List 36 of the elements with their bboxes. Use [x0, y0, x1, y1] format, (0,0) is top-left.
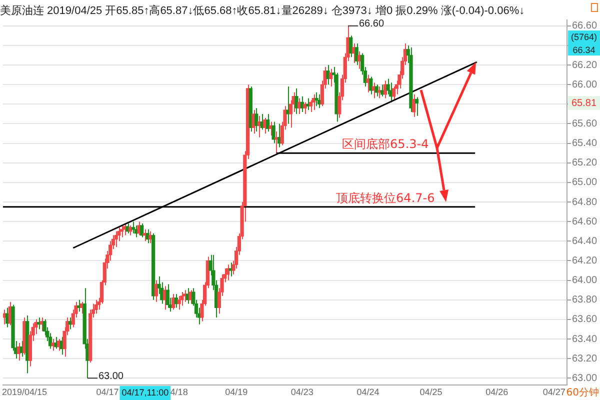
y-tick-label: 63.00 — [572, 372, 598, 384]
y-tick-label: 65.60 — [572, 118, 598, 130]
text: 60分钟 — [566, 386, 599, 399]
ref-line-label: 区间底部65.3-4 — [342, 137, 429, 152]
y-tick-label: 65.40 — [572, 138, 598, 150]
y-tick-label: 64.00 — [572, 275, 598, 286]
x-tick-label: 04/24 — [356, 386, 380, 397]
chart-title: 美原油连 2019/04/25 开65.85↑高65.87↓低65.68↑收65.81↓量26289↓ 仓3973↓ 增0 振0.29% 涨(-0.04)-0.06%↓ — [0, 4, 525, 18]
y-tick-label: 66.60 — [572, 20, 598, 32]
y-tick-label: 66.00 — [572, 79, 598, 90]
text: 04/17,11:00 — [122, 387, 169, 398]
y-tick-label: 66.20 — [572, 60, 598, 71]
ref-line-label: 顶底转换位64.7-6 — [336, 191, 435, 206]
y-tick-label: 64.40 — [572, 236, 598, 247]
y-tick-label: 64.60 — [572, 216, 598, 228]
y-tick-label: 64.20 — [572, 255, 598, 266]
annotation: 66.60 — [358, 18, 384, 30]
y-tick-label: 65.20 — [572, 158, 598, 169]
text: (5764) — [570, 32, 598, 42]
y-tick-label: 63.40 — [572, 334, 598, 345]
x-tick-label: 04/26 — [486, 386, 508, 397]
x-tick-label: 04/23 — [290, 386, 314, 397]
y-tick-label: 63.60 — [572, 314, 598, 326]
text: 66.34 — [572, 44, 596, 55]
x-tick-label: 04/19 — [225, 386, 248, 397]
x-tick-label: 4/18 — [170, 386, 188, 397]
annotation: 63.00 — [98, 370, 124, 382]
y-tick-label: 64.80 — [572, 196, 598, 208]
x-tick-label: 04/17 — [96, 386, 119, 397]
y-tick-label: 63.80 — [572, 294, 598, 306]
y-tick-label: 65.00 — [572, 177, 598, 188]
x-tick-label: 2019/04/15 — [2, 386, 47, 397]
y-tick-label: 63.20 — [572, 353, 598, 364]
x-tick-label: 04/27 — [542, 386, 566, 397]
x-tick-label: 04/25 — [420, 386, 442, 397]
text: 65.81 — [571, 98, 597, 109]
